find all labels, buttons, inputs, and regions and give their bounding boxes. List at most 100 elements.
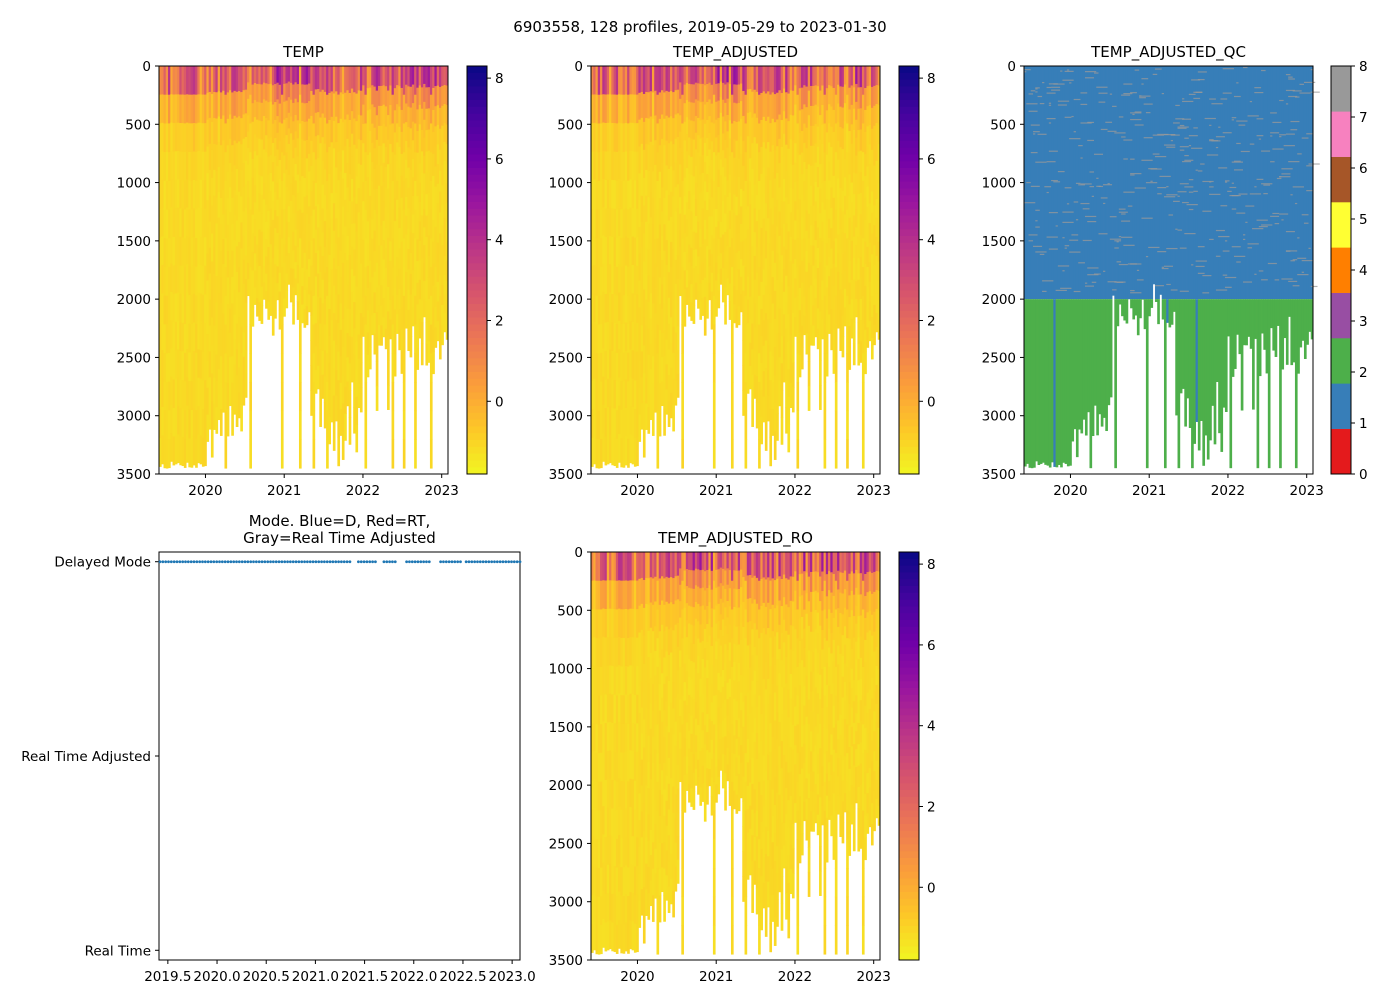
temperature-cell [778, 381, 782, 407]
mode-point [300, 560, 304, 564]
temperature-cell [841, 149, 845, 171]
temperature-cell [271, 258, 275, 278]
temperature-cell [852, 151, 856, 174]
temperature-cell [749, 342, 752, 367]
temperature-cell [378, 66, 381, 87]
temperature-cell [703, 123, 707, 144]
temperature-cell [622, 209, 626, 239]
temperature-cell [611, 66, 614, 95]
qc-cell-good [1130, 66, 1133, 300]
temperature-cell [400, 285, 404, 308]
temperature-cell [701, 208, 705, 227]
temperature-cell [776, 253, 779, 281]
temperature-cell [633, 66, 637, 95]
temperature-cell [642, 803, 646, 832]
qc-flag-mark [1288, 280, 1298, 283]
temperature-cell [796, 381, 800, 412]
temperature-cell [402, 123, 406, 153]
temperature-cell [841, 253, 845, 275]
temperature-cell [235, 91, 239, 118]
temperature-cell [864, 307, 867, 331]
temperature-cell [701, 137, 705, 156]
temperature-cell [715, 191, 718, 210]
temperature-cell [418, 202, 422, 222]
temperature-cell [276, 232, 280, 251]
temperature-cell [179, 436, 182, 466]
temperature-cell [400, 307, 404, 330]
temperature-cell [615, 238, 619, 268]
temperature-cell [364, 209, 368, 239]
temperature-cell [622, 838, 626, 868]
temperature-cell [396, 276, 399, 296]
colorbar-step [467, 358, 487, 366]
temperature-cell [215, 354, 219, 382]
qc-cell-good [1303, 66, 1307, 300]
temperature-cell [269, 190, 273, 209]
temperature-cell [438, 107, 442, 130]
temperature-cell [247, 82, 250, 100]
qc-cell-probably-good [1215, 299, 1219, 383]
temperature-cell [346, 235, 350, 261]
temperature-cell [317, 227, 320, 251]
qc-cell-good [1294, 66, 1298, 300]
temperature-cell [593, 435, 596, 465]
temperature-cell [210, 345, 214, 374]
temperature-cell [753, 279, 757, 304]
temperature-cell [595, 695, 599, 725]
temperature-cell [627, 123, 630, 153]
temperature-cell [665, 190, 669, 216]
qc-cell-good [1134, 66, 1138, 300]
temperature-cell [303, 196, 307, 216]
temperature-cell [353, 380, 356, 408]
colorbar-step [899, 229, 919, 237]
temperature-cell [384, 86, 388, 107]
temperature-cell [803, 296, 806, 316]
temperature-cell [310, 66, 313, 92]
temperature-cell [418, 163, 422, 183]
temperature-cell [600, 695, 603, 725]
temperature-cell [780, 282, 784, 310]
temperature-cell [600, 238, 603, 268]
temperature-cell [692, 249, 696, 269]
temperature-cell [387, 286, 390, 312]
qc-flag-mark [1048, 212, 1058, 214]
temperature-cell [326, 381, 329, 412]
temperature-cell [746, 369, 750, 394]
temperature-cell [224, 381, 228, 412]
temperature-cell [640, 889, 644, 916]
qc-flag-mark [1046, 191, 1049, 194]
temperature-cell [242, 162, 246, 188]
temperature-cell [328, 335, 331, 364]
temperature-cell [238, 241, 241, 268]
temperature-cell [192, 66, 196, 95]
qc-cell-probably-good [1238, 299, 1242, 355]
temperature-cell [694, 66, 698, 84]
temperature-cell [631, 722, 635, 752]
temperature-cell [819, 237, 822, 263]
qc-flag-mark [1024, 202, 1036, 204]
temperature-cell [816, 86, 820, 107]
temperature-cell [215, 275, 219, 303]
temperature-cell [226, 145, 230, 173]
temperature-cell [611, 265, 614, 295]
temperature-cell [701, 190, 705, 209]
colorbar-step [467, 385, 487, 393]
temperature-cell [335, 192, 338, 219]
qc-flag-mark [1285, 103, 1289, 105]
colorbar-step [899, 460, 919, 468]
temperature-cell [346, 308, 350, 334]
temperature-cell [441, 285, 444, 306]
temperature-cell [208, 143, 212, 171]
temperature-cell [873, 265, 876, 286]
colorbar-step [899, 378, 919, 387]
temperature-cell [663, 303, 666, 331]
temperature-cell [721, 217, 725, 235]
temperature-cell [819, 164, 822, 190]
temperature-cell [355, 314, 359, 343]
temperature-cell [228, 381, 232, 407]
temperature-cell [600, 123, 603, 153]
temperature-cell [633, 580, 637, 610]
temperature-cell [168, 295, 171, 325]
temperature-cell [620, 123, 624, 153]
qc-cell-good [1044, 66, 1047, 300]
